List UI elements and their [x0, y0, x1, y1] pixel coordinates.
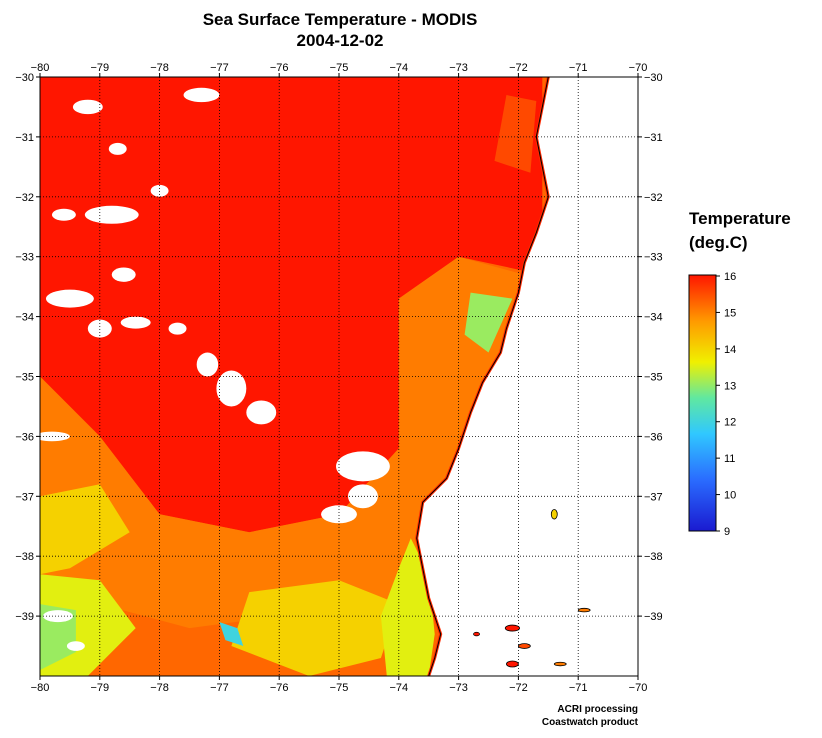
x-tick-label-bottom: −74 — [389, 682, 408, 694]
x-tick-label-top: −70 — [629, 62, 648, 74]
offshore-patch-4 — [506, 660, 519, 668]
legend-title: Temperature (deg.C) — [689, 207, 791, 255]
colorbar-tick-label: 13 — [724, 380, 736, 392]
cloud-gap-7 — [111, 267, 136, 282]
map-date: 2004-12-02 — [296, 31, 384, 50]
sst-region-9 — [494, 95, 537, 173]
sst-region-1 — [40, 256, 525, 646]
x-tick-label-top: −71 — [569, 62, 588, 74]
x-tick-label-top: −78 — [150, 62, 169, 74]
x-tick-label-bottom: −70 — [629, 682, 648, 694]
cloud-gap-18 — [42, 610, 73, 623]
x-tick-label-bottom: −76 — [270, 682, 289, 694]
credit-line1: ACRI processing — [557, 704, 638, 715]
x-tick-label-top: −76 — [270, 62, 289, 74]
y-tick-label-right: −36 — [644, 431, 663, 443]
x-tick-label-top: −73 — [449, 62, 468, 74]
sst-region-5 — [380, 538, 435, 676]
y-tick-label-left: −35 — [15, 372, 34, 384]
y-tick-label-left: −30 — [15, 72, 34, 84]
x-tick-label-bottom: −75 — [330, 682, 349, 694]
colorbar — [688, 274, 717, 532]
offshore-patch-6 — [473, 631, 480, 637]
colorbar-tick-label: 9 — [724, 526, 730, 538]
cloud-gap-19 — [66, 641, 85, 651]
cloud-gap-9 — [87, 319, 112, 338]
sst-region-2 — [40, 484, 130, 575]
x-tick-label-top: −72 — [509, 62, 528, 74]
cloud-gap-17 — [40, 431, 70, 442]
x-tick-label-bottom: −72 — [509, 682, 528, 694]
map-title: Sea Surface Temperature - MODIS — [202, 10, 478, 29]
sst-region-8 — [219, 622, 244, 646]
cloud-gap-5 — [150, 184, 169, 197]
cloud-gap-1 — [183, 87, 220, 103]
land-mask — [416, 77, 638, 676]
cloud-gap-16 — [321, 505, 357, 524]
offshore-patch-1 — [577, 607, 591, 613]
cloud-gap-13 — [246, 400, 277, 425]
x-tick-label-bottom: −78 — [150, 682, 169, 694]
graticule — [40, 77, 638, 676]
cloud-gap-14 — [336, 451, 390, 482]
y-tick-label-right: −32 — [644, 192, 663, 204]
y-tick-label-right: −39 — [644, 611, 663, 623]
y-tick-label-left: −34 — [15, 312, 34, 324]
cloud-gap-10 — [168, 322, 187, 335]
y-tick-label-right: −33 — [644, 252, 663, 264]
cloud-gap-15 — [347, 484, 378, 509]
x-tick-label-bottom: −73 — [449, 682, 468, 694]
y-tick-label-left: −37 — [15, 491, 34, 503]
offshore-patch-0 — [550, 509, 558, 520]
axis-ticks: −80 −80 −79 −79 −78 −78 −77 −77 −76 −76 −75 −75 −74 −… — [15, 62, 662, 694]
cloud-gap-6 — [45, 289, 94, 308]
cloud-gap-12 — [216, 370, 247, 407]
y-tick-label-right: −38 — [644, 551, 663, 563]
x-tick-label-top: −74 — [389, 62, 408, 74]
x-tick-label-top: −77 — [210, 62, 229, 74]
credit: ACRI processing Coastwatch product — [520, 703, 638, 729]
cloud-gap-3 — [84, 205, 139, 224]
x-tick-label-top: −80 — [31, 62, 50, 74]
y-tick-label-left: −31 — [15, 132, 34, 144]
offshore-patch-3 — [518, 643, 531, 649]
cloud-gap-4 — [51, 208, 76, 221]
y-tick-label-left: −36 — [15, 431, 34, 443]
colorbar-tick-label: 12 — [724, 417, 736, 429]
colorbar-tick-label: 14 — [724, 344, 736, 356]
colorbar-tick-label: 15 — [724, 307, 736, 319]
sst-region-7 — [464, 292, 513, 353]
credit-line2: Coastwatch product — [541, 717, 638, 728]
y-tick-label-right: −37 — [644, 491, 663, 503]
colorbar-tick-label: 11 — [724, 453, 735, 465]
colorbar-tick-label: 16 — [724, 271, 736, 283]
y-tick-label-left: −38 — [15, 551, 34, 563]
x-tick-label-bottom: −79 — [90, 682, 109, 694]
y-tick-label-right: −30 — [644, 72, 663, 84]
offshore-patch-5 — [553, 661, 567, 667]
y-tick-label-left: −33 — [15, 252, 34, 264]
x-tick-label-bottom: −80 — [31, 682, 50, 694]
x-tick-label-bottom: −77 — [210, 682, 229, 694]
cloud-gap-0 — [72, 99, 103, 115]
y-tick-label-left: −32 — [15, 192, 34, 204]
cloud-gap-2 — [108, 142, 127, 155]
x-tick-label-bottom: −71 — [569, 682, 588, 694]
sst-region-3 — [231, 580, 399, 676]
legend-title-line1: Temperature — [689, 209, 791, 228]
y-tick-label-right: −34 — [644, 312, 663, 324]
cloud-gap-11 — [196, 352, 219, 377]
y-tick-label-right: −31 — [644, 132, 663, 144]
y-tick-label-left: −39 — [15, 611, 34, 623]
y-tick-label-right: −35 — [644, 372, 663, 384]
colorbar-tick-label: 10 — [724, 490, 736, 502]
offshore-patch-2 — [504, 624, 520, 632]
cloud-gap-8 — [120, 316, 151, 329]
x-tick-label-top: −79 — [90, 62, 109, 74]
x-tick-label-top: −75 — [330, 62, 349, 74]
coastline — [416, 77, 549, 676]
legend-title-line2: (deg.C) — [689, 233, 748, 252]
colorbar-ticks: 9 10 11 12 13 14 15 16 — [716, 271, 736, 538]
